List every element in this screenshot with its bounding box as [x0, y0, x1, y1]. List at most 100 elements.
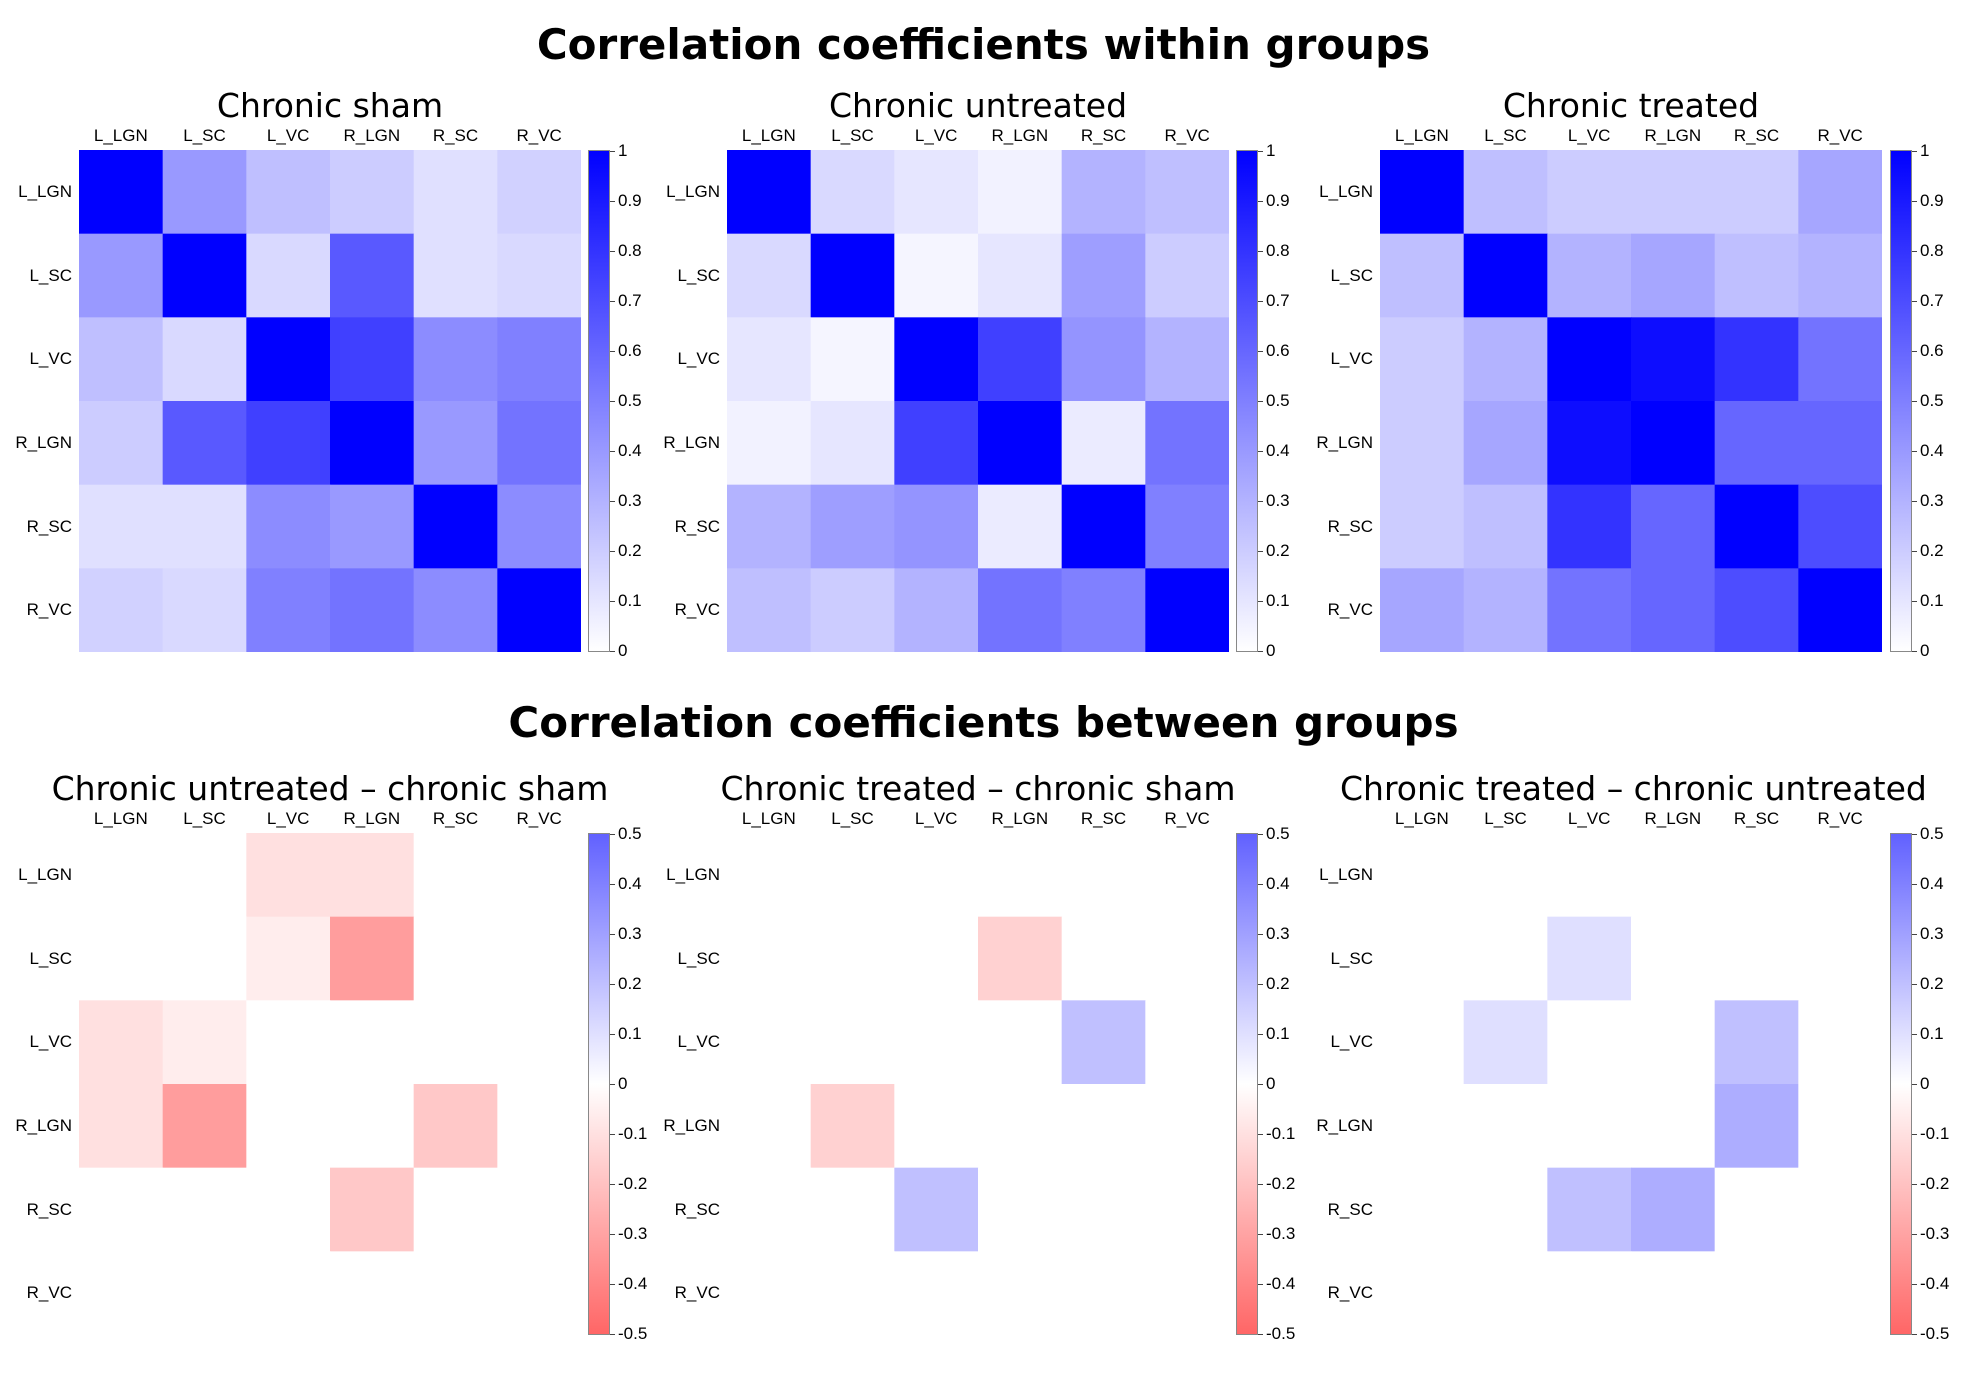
heatmap-6-cell-R_VC-L_SC — [1463, 1251, 1548, 1335]
heatmap-3-row-label: R_SC — [1327, 516, 1373, 536]
heatmap-5-cell-L_SC-R_LGN — [978, 916, 1063, 1001]
heatmap-1-row-label: L_SC — [29, 265, 72, 285]
heatmap-1-cell-L_SC-R_VC — [497, 233, 581, 318]
heatmap-4-colorbar-tick — [610, 1234, 615, 1235]
heatmap-1-cell-R_VC-L_SC — [162, 568, 247, 652]
heatmap-4-cell-L_LGN-L_SC — [162, 833, 247, 918]
heatmap-6-cell-R_SC-R_VC — [1798, 1167, 1882, 1252]
heatmap-5-colorbar-tick-label: 0.5 — [1266, 824, 1290, 843]
heatmap-3-colorbar-tick — [1912, 401, 1917, 402]
heatmap-5-cell-L_SC-L_LGN — [727, 916, 812, 1001]
heatmap-2-cell-L_SC-L_SC — [810, 233, 895, 318]
heatmap-2-cell-L_VC-R_SC — [1061, 317, 1146, 402]
heatmap-5-cell-L_VC-L_LGN — [727, 1000, 812, 1085]
heatmap-1-cell-L_LGN-R_LGN — [330, 150, 415, 235]
heatmap-5-colorbar-tick — [1258, 1084, 1263, 1085]
heatmap-2-row-label: L_VC — [677, 349, 720, 369]
heatmap-4-cell-L_VC-L_VC — [246, 1000, 331, 1085]
heatmap-4-colorbar-tick — [610, 1084, 615, 1085]
heatmap-5-cell-R_SC-L_LGN — [727, 1167, 812, 1252]
heatmap-2-cell-R_VC-R_LGN — [978, 568, 1063, 652]
heatmap-3-colorbar-tick — [1912, 201, 1917, 202]
heatmap-1-cell-L_VC-L_VC — [246, 317, 331, 402]
heatmap-1-cell-R_LGN-L_SC — [162, 401, 247, 486]
heatmap-1-colorbar-tick — [610, 351, 615, 352]
heatmap-3-col-label: L_VC — [1567, 126, 1611, 145]
heatmap-1-colorbar-tick-label: 0.4 — [618, 441, 642, 460]
heatmap-4-cell-R_LGN-R_LGN — [330, 1084, 415, 1169]
heatmap-6-cell-R_VC-R_SC — [1714, 1251, 1799, 1335]
heatmap-3-colorbar-tick-label: 0.4 — [1920, 441, 1944, 460]
heatmap-6-cell-R_LGN-L_VC — [1547, 1084, 1632, 1169]
heatmap-5-cell-R_VC-R_SC — [1061, 1251, 1146, 1335]
heatmap-1-cell-L_VC-R_SC — [413, 317, 498, 402]
heatmap-2-cell-R_VC-L_LGN — [727, 568, 812, 652]
heatmap-1-cell-L_LGN-L_SC — [162, 150, 247, 235]
heatmap-3-cell-R_SC-R_LGN — [1631, 484, 1716, 569]
heatmap-1-cell-L_VC-R_VC — [497, 317, 581, 402]
heatmap-1-col-label: R_SC — [432, 126, 479, 145]
heatmap-6-colorbar-tick-label: 0.3 — [1920, 924, 1944, 943]
heatmap-4-cell-L_LGN-R_VC — [497, 833, 581, 918]
heatmap-4-cell-R_VC-L_VC — [246, 1251, 331, 1335]
heatmap-6-colorbar-tick-label: 0.1 — [1920, 1024, 1944, 1043]
heatmap-2-cell-R_VC-L_SC — [810, 568, 895, 652]
heatmap-3-cell-L_SC-L_VC — [1547, 233, 1632, 318]
heatmap-1-colorbar-tick — [610, 501, 615, 502]
heatmap-2-cell-R_SC-L_VC — [894, 484, 979, 569]
heatmap-5-colorbar-tick — [1258, 1134, 1263, 1135]
heatmap-1-cell-L_SC-R_LGN — [330, 233, 415, 318]
heatmap-3-title: Chronic treated — [1502, 86, 1760, 125]
heatmap-1-cell-R_VC-R_VC — [497, 568, 581, 652]
heatmap-4-colorbar-tick-label: 0.2 — [618, 974, 642, 993]
heatmap-1-cell-L_SC-L_LGN — [79, 233, 164, 318]
heatmap-1-cell-L_SC-L_VC — [246, 233, 331, 318]
heatmap-6-colorbar-tick-label: 0.5 — [1920, 824, 1944, 843]
heatmap-3-cell-L_SC-R_LGN — [1631, 233, 1716, 318]
heatmap-1-col-label: R_VC — [516, 126, 562, 145]
heatmap-4-col-label: L_SC — [183, 809, 226, 828]
heatmap-6-colorbar-tick-label: -0.4 — [1920, 1274, 1950, 1293]
heatmap-4-cell-R_VC-R_SC — [413, 1251, 498, 1335]
heatmap-4-row-label: L_LGN — [18, 864, 72, 884]
heatmap-3-cell-R_VC-R_LGN — [1631, 568, 1716, 652]
heatmap-2-cell-L_VC-L_LGN — [727, 317, 812, 402]
heatmap-1-colorbar-tick — [610, 251, 615, 252]
heatmap-1-cell-R_SC-L_LGN — [79, 484, 164, 569]
heatmap-4-cell-L_VC-R_SC — [413, 1000, 498, 1085]
heatmap-6-cell-R_VC-L_VC — [1547, 1251, 1632, 1335]
heatmap-3-colorbar-tick — [1912, 301, 1917, 302]
heatmap-4-row-label: R_VC — [26, 1283, 72, 1303]
heatmap-3-colorbar — [1890, 150, 1912, 652]
heatmap-5-cell-R_VC-L_LGN — [727, 1251, 812, 1335]
heatmap-5-col-label: L_LGN — [741, 809, 796, 828]
heatmap-4-cell-L_VC-L_LGN — [79, 1000, 164, 1085]
heatmap-4-cell-L_SC-R_LGN — [330, 916, 415, 1001]
heatmap-4-row-label: L_VC — [29, 1032, 72, 1052]
heatmap-4-col-label: L_VC — [266, 809, 310, 828]
heatmap-2-cell-R_SC-R_VC — [1145, 484, 1229, 569]
heatmap-2-colorbar-tick — [1258, 351, 1263, 352]
heatmap-1-cell-L_SC-R_SC — [413, 233, 498, 318]
heatmap-4-cell-L_SC-L_SC — [162, 916, 247, 1001]
heatmap-6-colorbar-tick — [1912, 934, 1917, 935]
heatmap-3-colorbar-tick — [1912, 151, 1917, 152]
heatmap-5-cell-L_SC-R_SC — [1061, 916, 1146, 1001]
heatmap-4-cell-L_VC-L_SC — [162, 1000, 247, 1085]
heatmap-1-colorbar — [588, 150, 610, 652]
heatmap-6-colorbar-tick-label: -0.5 — [1920, 1324, 1950, 1343]
heatmap-3-cell-R_VC-L_SC — [1463, 568, 1548, 652]
heatmap-3-colorbar-tick-label: 0.9 — [1920, 191, 1944, 210]
heatmap-3-cell-R_SC-L_LGN — [1380, 484, 1465, 569]
heatmap-3-cell-L_VC-L_SC — [1463, 317, 1548, 402]
heatmap-2-row-label: R_VC — [674, 600, 720, 620]
heatmap-2-col-label: L_SC — [831, 126, 874, 145]
heatmap-3-cell-L_SC-L_LGN — [1380, 233, 1465, 318]
heatmap-5-colorbar-tick-label: -0.4 — [1266, 1274, 1296, 1293]
heatmap-5-colorbar-tick — [1258, 1184, 1263, 1185]
heatmap-2-cell-L_SC-R_LGN — [978, 233, 1063, 318]
heatmap-6-colorbar-tick — [1912, 1334, 1917, 1335]
heatmap-6-col-label: R_LGN — [1644, 809, 1702, 828]
heatmap-6-cell-R_VC-R_LGN — [1631, 1251, 1716, 1335]
heatmap-2-cell-R_LGN-L_SC — [810, 401, 895, 486]
